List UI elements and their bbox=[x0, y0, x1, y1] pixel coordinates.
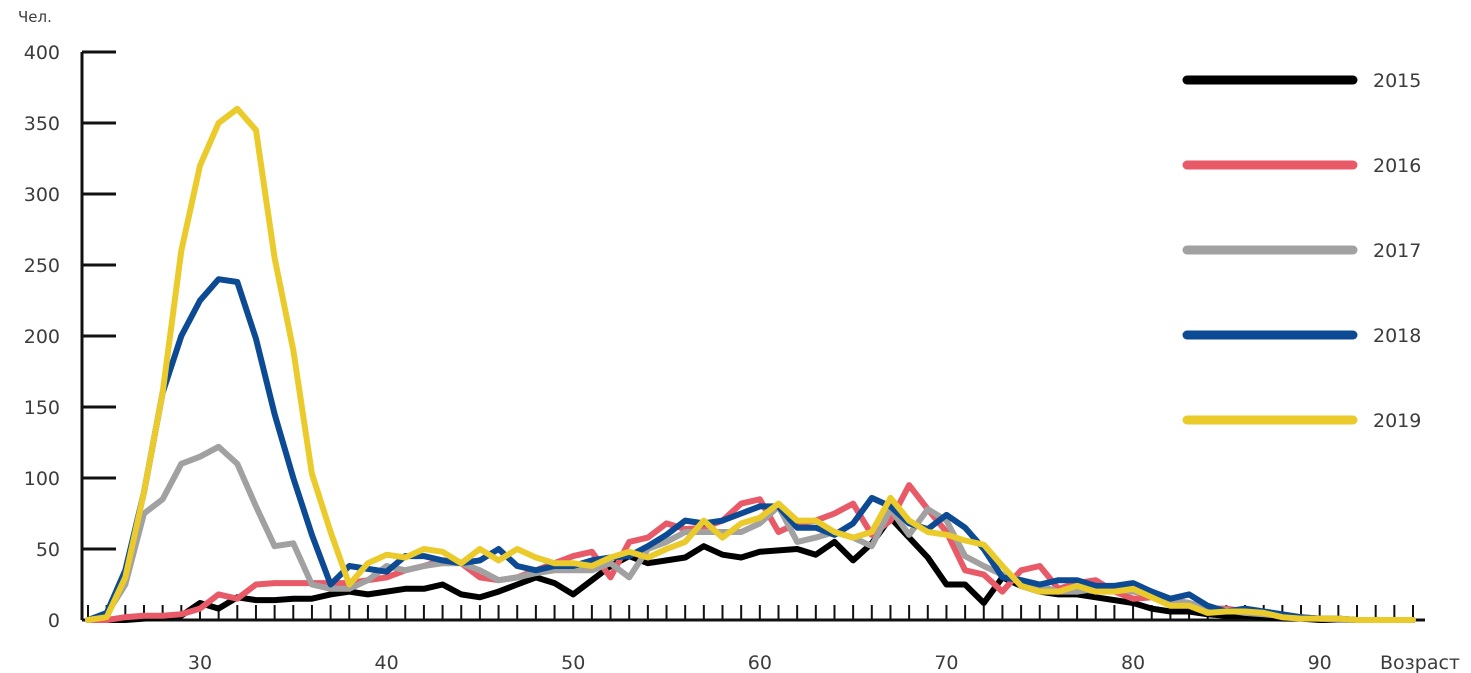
y-tick-label: 300 bbox=[24, 184, 60, 206]
y-tick-label: 200 bbox=[24, 326, 60, 348]
x-tick-label: 30 bbox=[188, 652, 212, 673]
legend-label-2016: 2016 bbox=[1373, 155, 1421, 177]
series-line-2017 bbox=[85, 443, 1416, 623]
x-tick-label: 80 bbox=[1121, 652, 1145, 673]
legend-label-2018: 2018 bbox=[1373, 325, 1421, 347]
y-tick-label: 0 bbox=[48, 610, 60, 632]
series-line-2015 bbox=[85, 514, 1416, 623]
series-line-2019 bbox=[85, 105, 1416, 623]
y-tick-label: 150 bbox=[24, 397, 60, 419]
x-axis: Возраст bbox=[82, 618, 1460, 673]
x-tick-label: 50 bbox=[561, 652, 585, 673]
x-tick-label: 40 bbox=[374, 652, 398, 673]
legend-label-2015: 2015 bbox=[1373, 70, 1421, 92]
y-axis: Чел. bbox=[18, 8, 84, 620]
x-tick-label: 60 bbox=[748, 652, 772, 673]
legend-label-2019: 2019 bbox=[1373, 410, 1421, 432]
y-tick-label: 350 bbox=[24, 113, 60, 135]
x-tick-label: 70 bbox=[934, 652, 958, 673]
x-tick-label: 90 bbox=[1308, 652, 1332, 673]
y-tick-label: 250 bbox=[24, 255, 60, 277]
y-tick-label: 100 bbox=[24, 468, 60, 490]
y-tick-label: 50 bbox=[36, 539, 60, 561]
y-tick-label: 400 bbox=[24, 42, 60, 64]
series-layer bbox=[85, 105, 1416, 623]
y-axis-ticks: 0 50 100 150 200 250 300 350 400 bbox=[24, 42, 116, 632]
x-axis-unit-label: Возраст bbox=[1380, 652, 1460, 673]
y-axis-unit-label: Чел. bbox=[18, 8, 52, 26]
legend-label-2017: 2017 bbox=[1373, 240, 1421, 262]
series-line-2018 bbox=[85, 276, 1416, 623]
legend: 2015 2016 2017 2018 2019 bbox=[1182, 70, 1421, 432]
